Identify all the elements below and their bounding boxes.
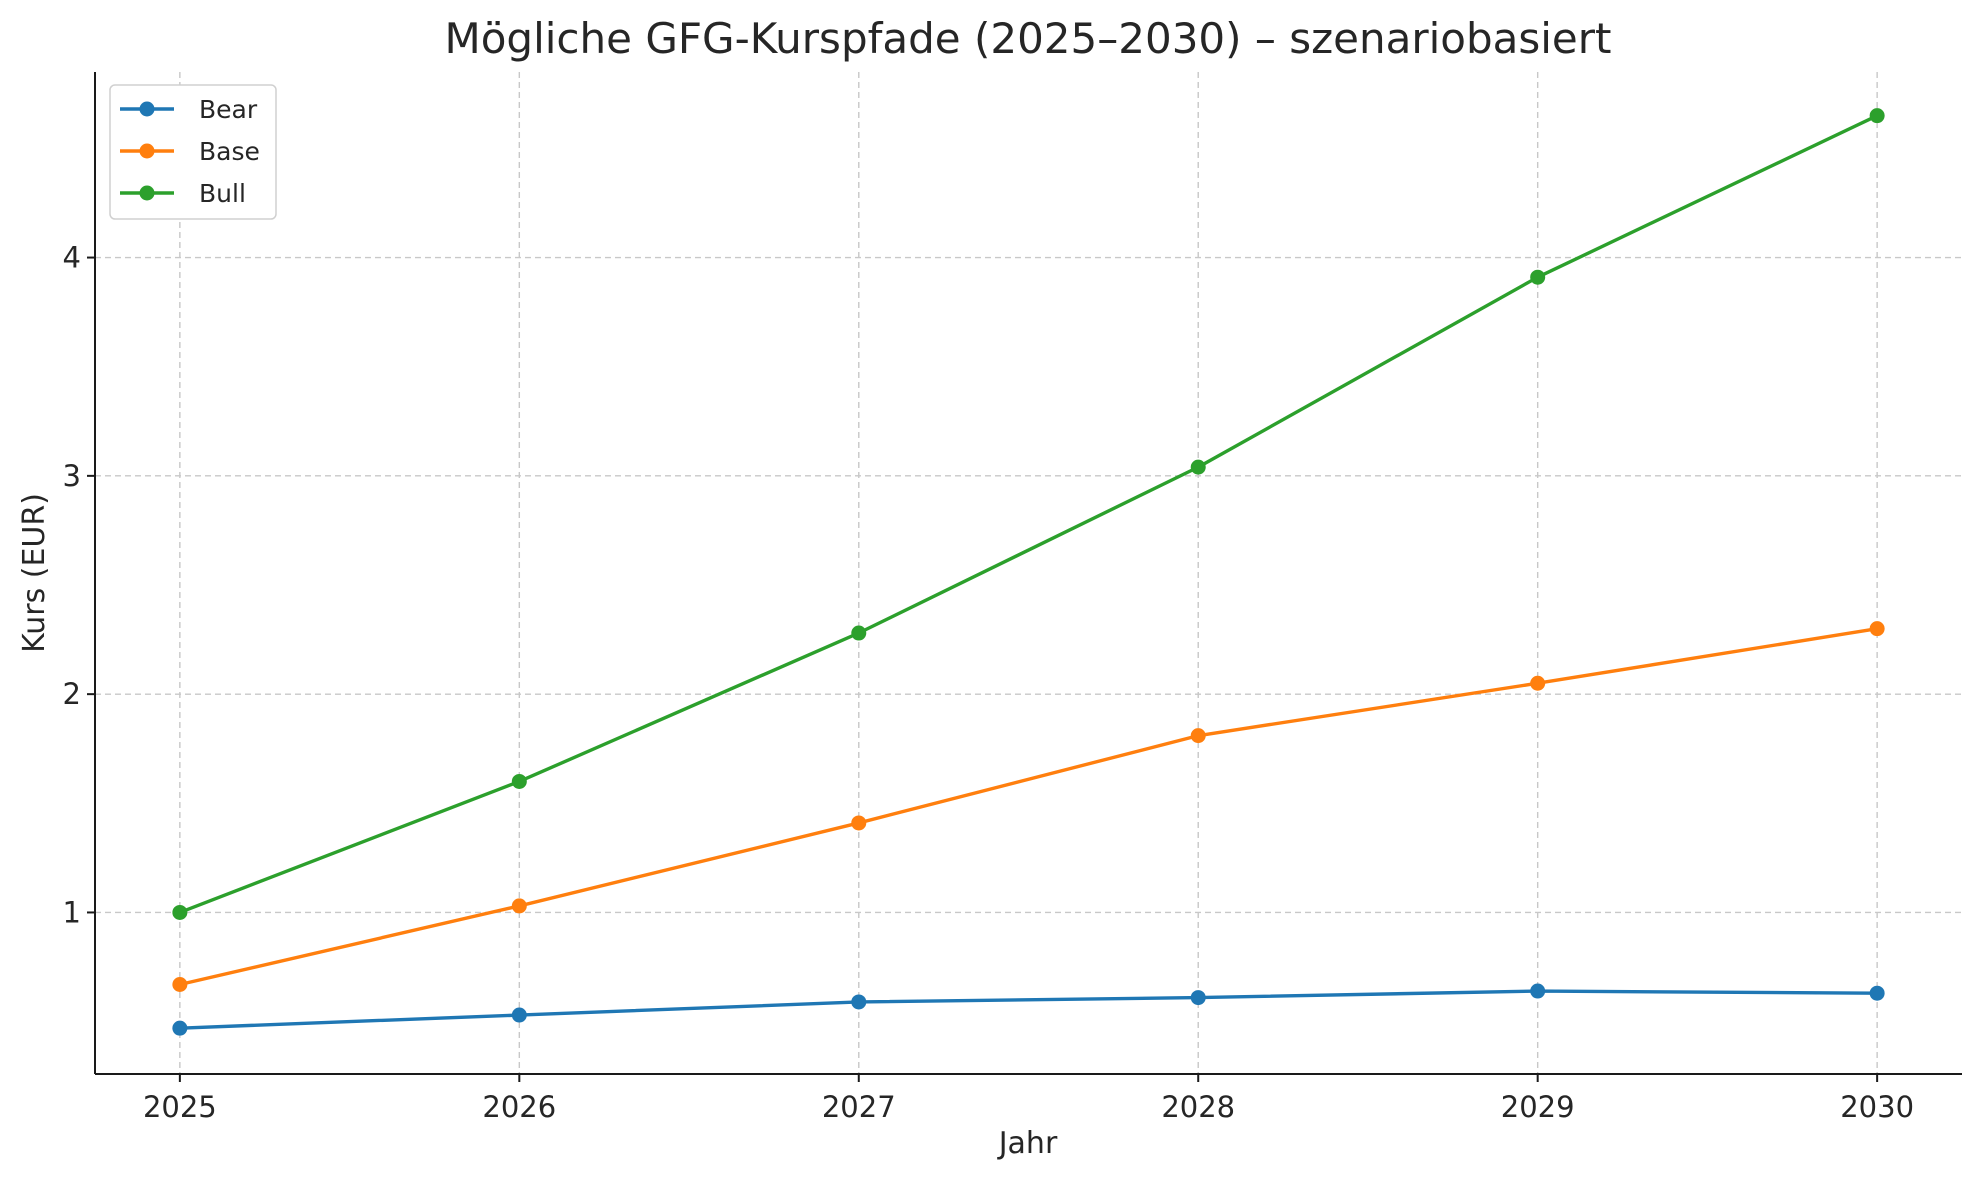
grid-layer [95, 72, 1962, 1074]
series-bear [172, 983, 1885, 1036]
legend-items: Bear Base Bull [120, 95, 260, 208]
x-axis-title: Jahr [997, 1126, 1058, 1161]
legend: Bear Base Bull [109, 84, 277, 220]
series-layer [172, 108, 1885, 1036]
legend-item-bull: Bull [120, 179, 246, 208]
x-tick-label-2028: 2028 [1161, 1090, 1235, 1124]
legend-label-bull: Bull [199, 179, 246, 208]
data-point-bull-2028 [1190, 459, 1206, 475]
series-line-bull [178, 113, 1879, 915]
legend-label-base: Base [199, 137, 260, 166]
data-point-bull-2026 [511, 773, 527, 789]
y-axis-title: Kurs (EUR) [17, 493, 52, 653]
data-point-base-2029 [1530, 675, 1546, 691]
legend-swatch-marker-base [139, 143, 155, 159]
y-tick-label-2: 2 [63, 677, 81, 711]
data-point-bull-2027 [851, 625, 867, 641]
chart-title: Mögliche GFG-Kurspfade (2025–2030) – sze… [444, 14, 1611, 63]
legend-label-bear: Bear [199, 95, 258, 124]
x-tick-label-2030: 2030 [1840, 1090, 1914, 1124]
data-point-base-2028 [1190, 728, 1206, 744]
data-point-base-2026 [511, 898, 527, 914]
legend-frame [109, 84, 277, 220]
legend-swatch-marker-bull [139, 185, 155, 201]
data-point-base-2030 [1869, 621, 1885, 637]
data-point-base-2025 [172, 976, 188, 992]
data-point-bear-2030 [1869, 985, 1885, 1001]
x-tick-label-2027: 2027 [822, 1090, 896, 1124]
series-line-bear [178, 989, 1879, 1030]
data-point-bull-2030 [1869, 108, 1885, 124]
y-tick-label-1: 1 [63, 895, 81, 929]
x-tick-label-2029: 2029 [1501, 1090, 1575, 1124]
legend-swatch-marker-bear [139, 101, 155, 117]
series-line-base [178, 626, 1879, 987]
axes-layer [94, 72, 1962, 1075]
data-point-bear-2026 [511, 1007, 527, 1023]
x-tick-label-2026: 2026 [482, 1090, 556, 1124]
y-tick-label-4: 4 [63, 241, 81, 275]
data-point-bear-2028 [1190, 990, 1206, 1006]
data-point-bear-2027 [851, 994, 867, 1010]
legend-item-bear: Bear [120, 95, 258, 124]
ticks-layer: 2025 2026 2027 2028 2029 2030 1 2 3 4 [63, 241, 1914, 1124]
data-point-bear-2025 [172, 1020, 188, 1036]
data-point-bull-2029 [1530, 269, 1546, 285]
series-bull [172, 108, 1885, 920]
data-point-bear-2029 [1530, 983, 1546, 999]
data-point-bull-2025 [172, 904, 188, 920]
data-point-base-2027 [851, 815, 867, 831]
y-tick-label-3: 3 [63, 459, 81, 493]
series-base [172, 621, 1885, 992]
x-tick-label-2025: 2025 [143, 1090, 217, 1124]
legend-item-base: Base [120, 137, 260, 166]
